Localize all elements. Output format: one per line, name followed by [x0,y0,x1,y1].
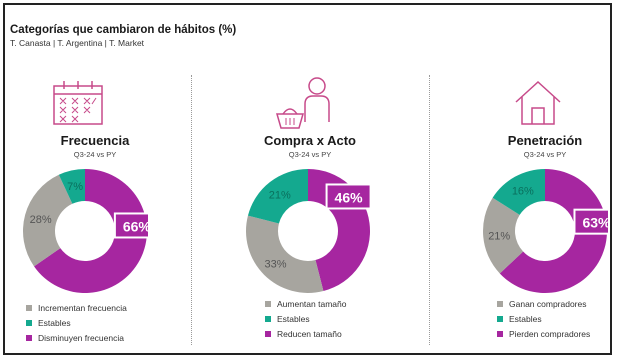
data-label: 16% [512,186,534,198]
highlight-label: 66% [113,212,148,239]
legend-label: Estables [38,317,71,328]
donut-chart-frecuencia: 28% 7% 66% [22,168,148,294]
data-label: 21% [269,190,291,202]
svg-text:63%: 63% [582,215,608,231]
legend-item: Pierden compradores [497,326,590,341]
panel-divider [429,75,430,345]
legend-swatch [497,315,503,322]
legend-label: Estables [509,313,542,324]
donut-slice-incrementan [246,215,324,293]
legend-label: Pierden compradores [509,328,591,339]
legend-item: Reducen tamaño [265,326,346,341]
legend-label: Ganan compradores [509,298,587,309]
legend-swatch [497,330,503,337]
panel-period: Q3-24 vs PY [73,150,117,159]
chart-title: Categorías que cambiaron de hábitos (%) [10,24,237,36]
donut-slice-disminuyen [34,169,147,293]
legend-item: Estables [26,315,127,330]
donut-chart-compra-x-acto: 33% 21% 46% [245,168,371,294]
highlight-label: 63% [573,208,608,235]
legend-label: Incrementan frecuencia [38,302,127,313]
panel-title: Penetración [507,133,583,148]
legend-label: Disminuyen frecuencia [38,332,124,343]
panel-divider [191,75,192,345]
legend-item: Estables [497,311,590,326]
legend-item: Ganan compradores [497,296,590,311]
donut-slice-disminuyen [499,169,607,293]
data-label: 33% [264,259,286,271]
legend: Ganan compradores Estables Pierden compr… [497,296,590,341]
legend-swatch [26,319,32,326]
legend-item: Disminuyen frecuencia [26,330,127,345]
legend: Incrementan frecuencia Estables Disminuy… [26,300,127,345]
panel-title: Compra x Acto [264,133,356,148]
svg-text:46%: 46% [335,189,364,205]
panel-frecuencia: Frecuencia Q3-24 vs PY 28% 7% 66% Incremen… [10,70,180,355]
calendar-icon [52,80,104,131]
legend-label: Reducen tamaño [277,328,342,339]
donut-chart-penetracion: 21% 16% 63% [482,168,608,294]
donut-slice-incrementan [22,174,73,267]
data-label: 21% [488,230,510,242]
legend-swatch [497,300,503,307]
legend-item: Aumentan tamaño [265,296,346,311]
data-label: 28% [30,214,52,226]
panel-penetracion: Penetración Q3-24 vs PY 21% 16% 63% Ganan … [440,70,610,355]
chart-frame [3,3,612,355]
panel-period: Q3-24 vs PY [288,150,332,159]
legend-swatch [26,304,32,311]
panel-period: Q3-24 vs PY [523,150,567,159]
panel-compra-x-acto: Compra x Acto Q3-24 vs PY 33% 21% 46% Aume… [225,70,395,355]
legend-item: Incrementan frecuencia [26,300,127,315]
legend-label: Aumentan tamaño [277,298,347,309]
house-icon [513,80,563,131]
donut-slice-estables [492,169,545,215]
legend-swatch [265,300,271,307]
shopper-basket-icon [275,74,337,137]
highlight-label: 46% [325,183,371,210]
svg-text:66%: 66% [123,218,148,234]
legend-label: Estables [277,313,310,324]
legend: Aumentan tamaño Estables Reducen tamaño [265,296,346,341]
donut-slice-estables [58,169,85,204]
legend-swatch [265,330,271,337]
donut-slice-incrementan [483,197,524,274]
legend-swatch [26,334,32,341]
donut-slice-estables [247,169,308,224]
legend-swatch [265,315,271,322]
panel-title: Frecuencia [60,133,130,148]
chart-subtitle: T. Canasta | T. Argentina | T. Market [10,38,145,48]
legend-item: Estables [265,311,346,326]
data-label: 7% [67,181,83,193]
